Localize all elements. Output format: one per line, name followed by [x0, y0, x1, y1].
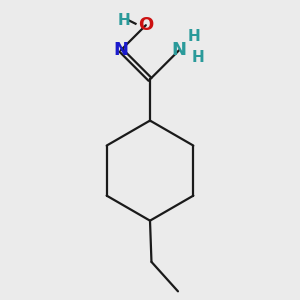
Text: N: N [172, 41, 187, 59]
Text: O: O [138, 16, 154, 34]
Text: H: H [117, 13, 130, 28]
Text: N: N [113, 41, 128, 59]
Text: H: H [192, 50, 205, 65]
Text: H: H [188, 28, 201, 44]
